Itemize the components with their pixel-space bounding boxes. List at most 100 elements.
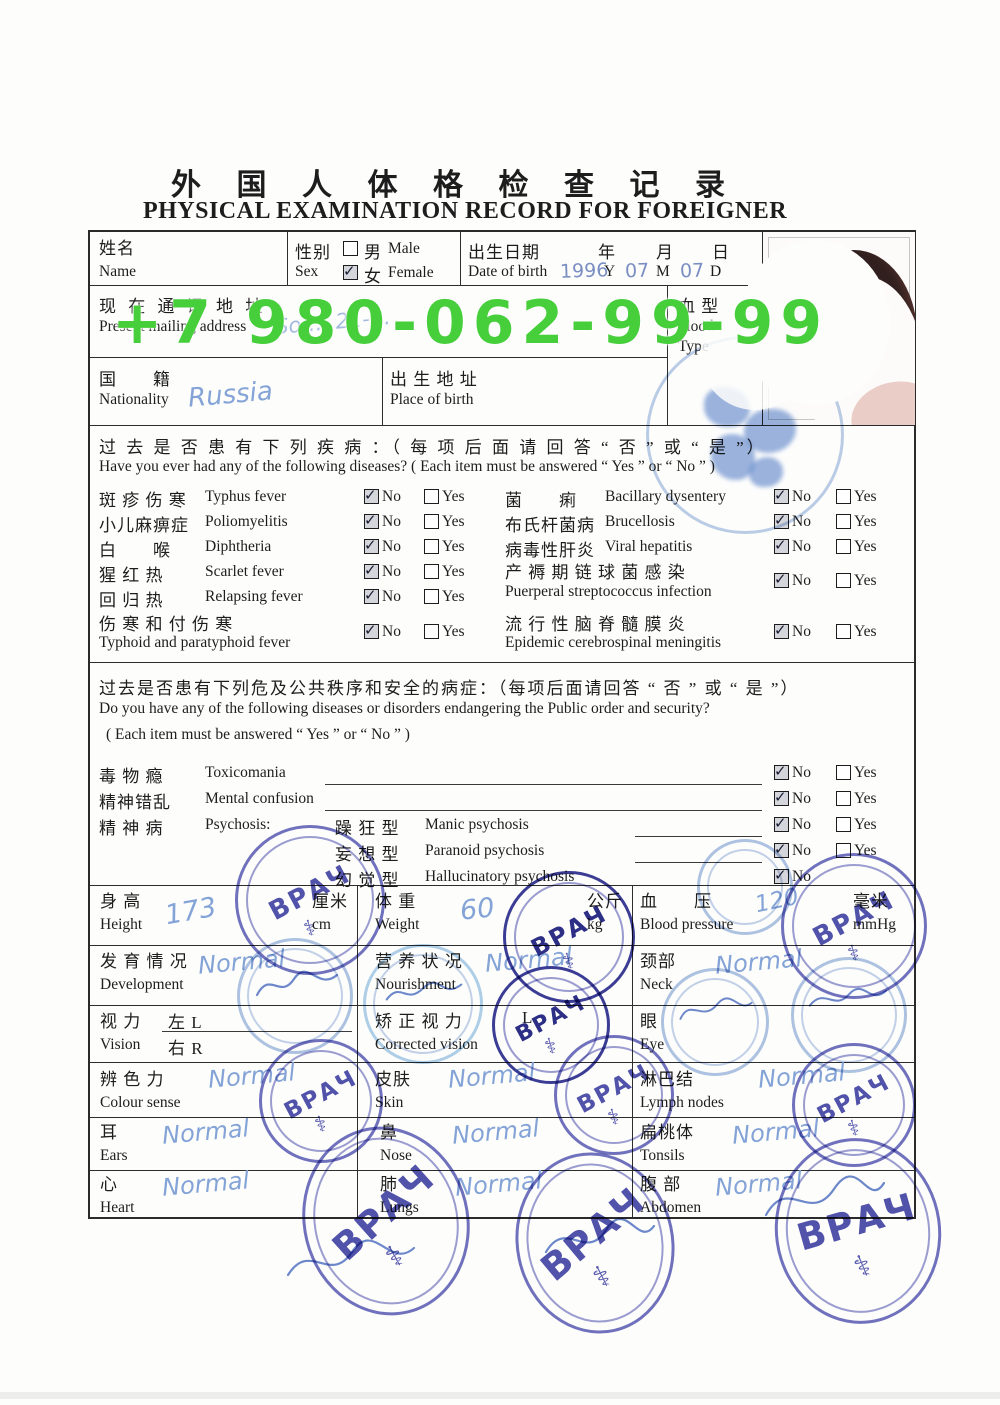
security-zh: 精神错乱 bbox=[99, 793, 171, 812]
checkbox-no[interactable] bbox=[774, 814, 789, 832]
name-label: 姓名 Name bbox=[99, 239, 137, 280]
checkbox-yes[interactable] bbox=[836, 817, 851, 832]
weight-label: 体 重 Weight bbox=[375, 892, 420, 933]
no-label: No bbox=[382, 513, 401, 530]
dob-year-value: 1996 bbox=[559, 259, 609, 283]
checkbox-yes[interactable] bbox=[836, 624, 851, 639]
disease-en: Epidemic cerebrospinal meningitis bbox=[505, 634, 722, 651]
disease-zh: 布氏杆菌病 bbox=[505, 516, 595, 535]
signature-scribble bbox=[764, 1175, 886, 1217]
no-label: No bbox=[792, 538, 811, 555]
checkbox-male[interactable] bbox=[343, 241, 358, 256]
nose-label: 鼻 Nose bbox=[380, 1123, 412, 1164]
disease-zh: 回 归 热 bbox=[99, 591, 164, 610]
checkbox-no[interactable] bbox=[364, 511, 379, 529]
disease-zh: 流 行 性 脑 脊 髓 膜 炎 bbox=[505, 615, 686, 634]
yes-label: Yes bbox=[854, 842, 877, 859]
checkbox-no[interactable] bbox=[774, 511, 789, 529]
security-sub-en: Manic psychosis bbox=[425, 816, 529, 833]
checkbox-no[interactable] bbox=[774, 570, 789, 588]
no-label: No bbox=[792, 816, 811, 833]
checkbox-no[interactable] bbox=[364, 536, 379, 554]
disease-zh: 猩 红 热 bbox=[99, 566, 164, 585]
yes-label: Yes bbox=[854, 572, 877, 589]
no-label: No bbox=[382, 563, 401, 580]
grid-line bbox=[382, 357, 383, 425]
answer-line bbox=[635, 836, 762, 837]
cm-unit: 厘米 cm bbox=[312, 892, 348, 933]
security-sub-zh: 妄 想 型 bbox=[335, 845, 400, 864]
checkbox-no[interactable] bbox=[774, 762, 789, 780]
checkbox-yes[interactable] bbox=[836, 791, 851, 806]
checkbox-no[interactable] bbox=[774, 536, 789, 554]
checkbox-yes[interactable] bbox=[424, 489, 439, 504]
checkbox-yes[interactable] bbox=[836, 843, 851, 858]
no-label: No bbox=[382, 623, 401, 640]
no-label: No bbox=[792, 764, 811, 781]
heart-value: Normal bbox=[160, 1166, 251, 1202]
grid-line bbox=[90, 1062, 914, 1063]
form-title-zh: 外 国 人 体 格 检 查 记 录 bbox=[171, 169, 739, 202]
signature-scribble bbox=[544, 1217, 656, 1254]
checkbox-no[interactable] bbox=[364, 586, 379, 604]
corrected-vision-label: 矫 正 视 力 Corrected vision bbox=[375, 1012, 478, 1053]
grid-line bbox=[460, 232, 461, 285]
checkbox-no[interactable] bbox=[774, 866, 789, 884]
d-abbr: D bbox=[710, 263, 722, 280]
signature-scribble bbox=[679, 997, 753, 1020]
vision-label: 视 力 Vision bbox=[100, 1012, 142, 1053]
checkbox-yes[interactable] bbox=[836, 514, 851, 529]
security-zh: 毒 物 瘾 bbox=[99, 767, 164, 786]
lungs-label: 肺 Lungs bbox=[380, 1175, 419, 1216]
checkbox-yes[interactable] bbox=[836, 539, 851, 554]
ears-value: Normal bbox=[160, 1114, 251, 1150]
blood-type-label-zh: 血 型 bbox=[678, 297, 720, 316]
checkbox-no[interactable] bbox=[364, 486, 379, 504]
answer-line bbox=[635, 862, 762, 863]
female-label-en: Female bbox=[388, 264, 434, 281]
ears-label: 耳 Ears bbox=[100, 1123, 128, 1164]
grid-line bbox=[90, 1117, 914, 1118]
checkbox-no[interactable] bbox=[364, 561, 379, 579]
abdomen-label: 腹 部 Abdomen bbox=[640, 1175, 702, 1216]
heart-label: 心 Heart bbox=[100, 1175, 135, 1216]
grid-line bbox=[90, 1170, 914, 1171]
lymph-nodes-label: 淋巴结 Lymph nodes bbox=[640, 1070, 724, 1111]
neck-label: 颈部 Neck bbox=[640, 952, 676, 993]
yes-label: Yes bbox=[854, 513, 877, 530]
grid-line bbox=[90, 945, 914, 946]
security-en: Psychosis: bbox=[205, 816, 271, 833]
checkbox-yes[interactable] bbox=[424, 564, 439, 579]
diseases-header-zh: 过 去 是 否 患 有 下 列 疾 病 ：（ 每 项 后 面 请 回 答 “ 否… bbox=[99, 438, 767, 457]
disease-zh: 白 喉 bbox=[99, 541, 171, 560]
skin-value: Normal bbox=[446, 1058, 537, 1094]
checkbox-yes[interactable] bbox=[424, 514, 439, 529]
birthplace-label-zh: 出 生 地 址 bbox=[390, 370, 478, 389]
corrected-vision-l: L bbox=[522, 1008, 534, 1027]
checkbox-female[interactable] bbox=[343, 262, 358, 280]
checkbox-yes[interactable] bbox=[424, 624, 439, 639]
checkbox-no[interactable] bbox=[774, 486, 789, 504]
checkbox-yes[interactable] bbox=[836, 765, 851, 780]
dob-day-value: 07 bbox=[679, 259, 705, 283]
grid-line bbox=[90, 425, 914, 426]
yes-label: Yes bbox=[442, 563, 465, 580]
lungs-value: Normal bbox=[453, 1166, 544, 1202]
checkbox-no[interactable] bbox=[774, 621, 789, 639]
height-label: 身 高 Height bbox=[100, 892, 143, 933]
checkbox-no[interactable] bbox=[774, 840, 789, 858]
checkbox-yes[interactable] bbox=[424, 539, 439, 554]
colour-sense-value: Normal bbox=[206, 1058, 297, 1094]
mmhg-unit: 毫米 mmHg bbox=[853, 892, 897, 933]
no-label: No bbox=[792, 842, 811, 859]
blood-pressure-value: 120 bbox=[752, 883, 802, 919]
checkbox-yes[interactable] bbox=[836, 573, 851, 588]
checkbox-no[interactable] bbox=[364, 621, 379, 639]
checkbox-yes[interactable] bbox=[424, 589, 439, 604]
checkbox-no[interactable] bbox=[774, 788, 789, 806]
bowl-of-hygieia-icon: ⚕ bbox=[848, 1247, 878, 1286]
checkbox-yes[interactable] bbox=[836, 489, 851, 504]
no-label: No bbox=[792, 868, 811, 885]
disease-en: Diphtheria bbox=[205, 538, 272, 555]
